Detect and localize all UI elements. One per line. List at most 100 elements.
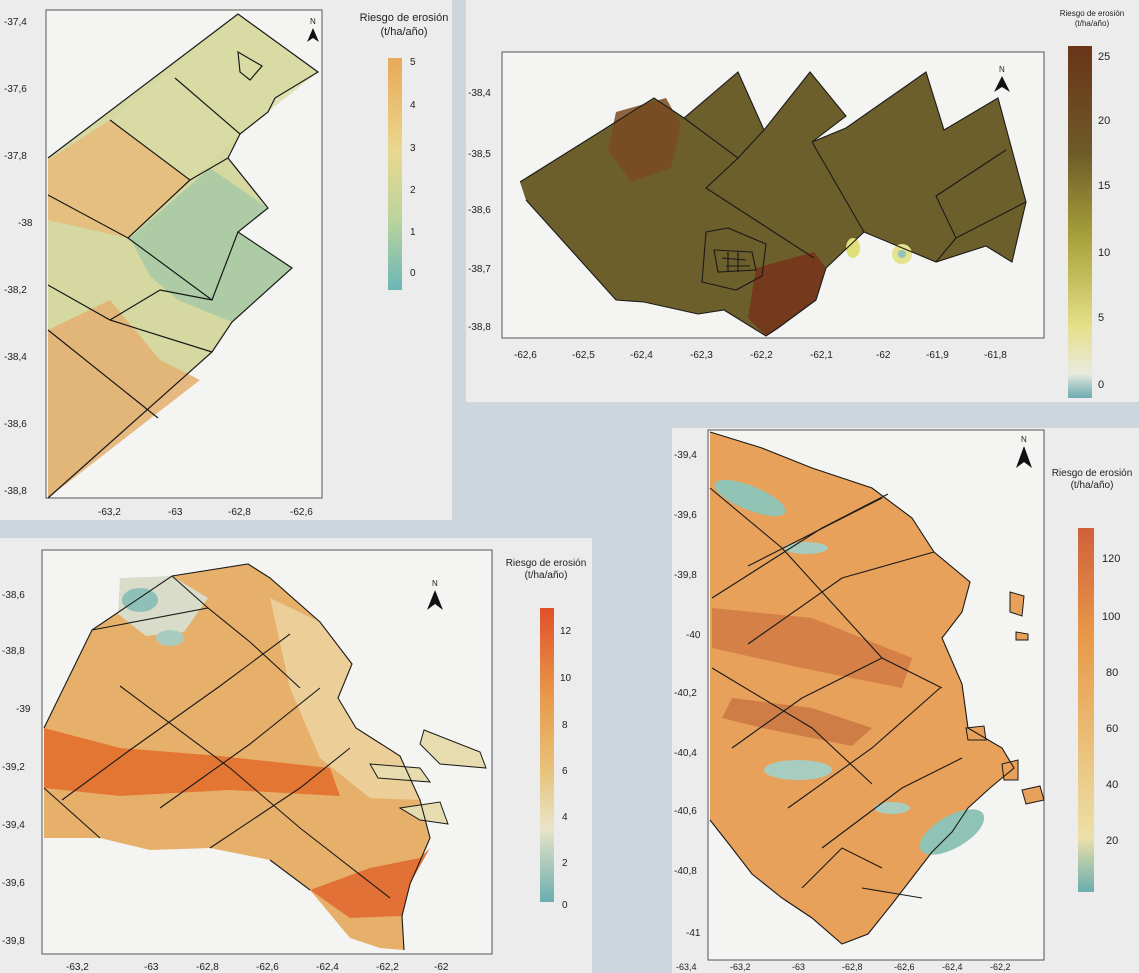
y-axis: -39,4 -39,6 -39,8 -40 -40,2 -40,4 -40,6 …: [674, 450, 701, 939]
legend-unit: (t/ha/año): [1075, 19, 1110, 28]
legend-tick: 4: [562, 812, 568, 823]
island: [1021, 785, 1045, 805]
legend-title: Riesgo de erosión: [506, 558, 587, 569]
district-boundaries: [43, 563, 431, 951]
y-tick: -38,8: [2, 646, 25, 657]
y-tick: -39,4: [2, 820, 25, 831]
map-panel-1: -37,4 -37,6 -37,8 -38 -38,2 -38,4 -38,6 …: [0, 0, 452, 520]
island: [419, 729, 487, 769]
x-tick: -63,2: [98, 507, 121, 518]
y-tick: -38,2: [4, 285, 27, 296]
erosion-zone-lowest: [122, 588, 158, 612]
y-tick: -38,6: [468, 205, 491, 216]
legend-tick: 120: [1102, 553, 1120, 565]
legend-tick: 5: [410, 57, 416, 68]
legend-tick: 5: [1098, 312, 1104, 324]
x-tick: -62,4: [630, 350, 653, 361]
y-tick: -40: [686, 630, 701, 641]
legend-title: Riesgo de erosión: [360, 12, 449, 24]
y-tick: -39,4: [674, 450, 697, 461]
x-tick: -63,2: [730, 962, 751, 972]
erosion-zone-high: [48, 120, 190, 238]
x-tick: -62,8: [842, 962, 863, 972]
y-tick: -37,4: [4, 17, 27, 28]
y-tick: -38,6: [4, 419, 27, 430]
x-tick: -63: [144, 962, 159, 973]
x-tick: -62,4: [316, 962, 339, 973]
legend-tick: 4: [410, 100, 416, 111]
legend-tick: 0: [562, 900, 568, 911]
legend-tick: 0: [1098, 379, 1104, 391]
y-axis: -37,4 -37,6 -37,8 -38 -38,2 -38,4 -38,6 …: [4, 17, 33, 497]
x-tick: -62,5: [572, 350, 595, 361]
legend: Riesgo de erosión (t/ha/año) 25 20 15 10…: [1060, 9, 1124, 398]
legend-tick: 20: [1106, 835, 1118, 847]
legend-unit: (t/ha/año): [1071, 480, 1114, 491]
north-arrow-icon: N: [427, 579, 443, 610]
x-tick: -62,3: [690, 350, 713, 361]
legend-tick: 15: [1098, 180, 1110, 192]
legend-tick: 60: [1106, 723, 1118, 735]
district-boundaries: [47, 13, 320, 499]
x-tick: -62,2: [376, 962, 399, 973]
x-tick: -63,4: [676, 962, 697, 972]
x-tick: -62: [434, 962, 449, 973]
x-tick: -62: [876, 350, 891, 361]
x-tick: -63: [168, 507, 183, 518]
legend-tick: 20: [1098, 115, 1110, 127]
x-tick: -61,8: [984, 350, 1007, 361]
map-panel-4: -39,4 -39,6 -39,8 -40 -40,2 -40,4 -40,6 …: [672, 428, 1139, 973]
island: [1015, 631, 1029, 641]
north-arrow-icon: N: [994, 65, 1010, 92]
x-tick: -62,6: [894, 962, 915, 972]
erosion-zone-high: [722, 698, 872, 746]
y-tick: -38,6: [2, 590, 25, 601]
x-tick: -62,1: [810, 350, 833, 361]
svg-text:N: N: [1021, 435, 1027, 444]
map-2: -38,4 -38,5 -38,6 -38,7 -38,8 -62,6 -62,…: [468, 9, 1124, 398]
erosion-zone-mid-east: [270, 598, 420, 800]
legend-color-bar: [1078, 528, 1094, 892]
svg-text:N: N: [310, 17, 316, 26]
legend-tick: 10: [1098, 247, 1110, 259]
erosion-zone-high: [608, 98, 681, 182]
legend-tick: 80: [1106, 667, 1118, 679]
x-tick: -62,6: [290, 507, 313, 518]
y-tick: -39,6: [2, 878, 25, 889]
y-tick: -38,5: [468, 149, 491, 160]
x-axis: -63,2 -63 -62,8 -62,6 -62,4 -62,2 -62: [66, 962, 449, 973]
y-tick: -37,6: [4, 84, 27, 95]
x-tick: -62,8: [196, 962, 219, 973]
map-4: -39,4 -39,6 -39,8 -40 -40,2 -40,4 -40,6 …: [674, 429, 1132, 972]
y-tick: -38,4: [4, 352, 27, 363]
district-boundaries: [519, 71, 1027, 337]
y-tick: -41: [686, 928, 701, 939]
y-axis: -38,4 -38,5 -38,6 -38,7 -38,8: [468, 88, 491, 333]
legend-tick: 8: [562, 720, 568, 731]
y-tick: -38,8: [468, 322, 491, 333]
y-tick: -40,2: [674, 688, 697, 699]
legend-color-bar: [388, 58, 402, 290]
y-tick: -39: [16, 704, 31, 715]
svg-text:N: N: [432, 579, 438, 588]
legend-tick: 6: [562, 766, 568, 777]
y-tick: -38: [18, 218, 33, 229]
legend-tick: 3: [410, 143, 416, 154]
x-tick: -63,2: [66, 962, 89, 973]
erosion-zone-mid-north: [110, 14, 318, 180]
legend-color-bar: [1068, 46, 1092, 398]
legend-tick: 1: [410, 227, 416, 238]
erosion-zone-low: [714, 479, 786, 517]
x-axis: -62,6 -62,5 -62,4 -62,3 -62,2 -62,1 -62 …: [514, 350, 1007, 361]
x-tick: -62,4: [942, 962, 963, 972]
x-tick: -62,6: [256, 962, 279, 973]
map-panel-3: -38,6 -38,8 -39 -39,2 -39,4 -39,6 -39,8 …: [0, 538, 592, 973]
x-tick: -63: [792, 962, 805, 972]
x-tick: -62,8: [228, 507, 251, 518]
island: [1009, 591, 1025, 617]
district-boundaries: [709, 431, 1015, 945]
erosion-zone-high-south: [48, 300, 200, 498]
island: [369, 763, 432, 783]
island: [1001, 759, 1019, 781]
legend-tick: 10: [560, 673, 572, 684]
